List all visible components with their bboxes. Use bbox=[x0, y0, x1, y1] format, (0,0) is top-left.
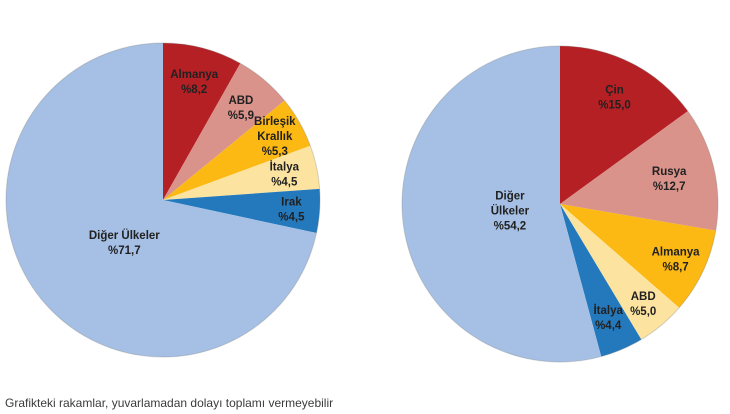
slice-label-1-3: ABD %5,0 bbox=[630, 291, 656, 318]
pie-slice-1-3 bbox=[560, 204, 680, 340]
pie-slice-0-0 bbox=[163, 43, 241, 200]
slice-label-1-2: Almanya %8,7 bbox=[652, 246, 701, 273]
pie-slice-1-1 bbox=[560, 111, 718, 231]
pie-slice-1-0 bbox=[560, 46, 688, 204]
pie-slice-0-5 bbox=[5, 43, 317, 357]
pie-slice-0-2 bbox=[163, 100, 311, 200]
pie-slice-1-5 bbox=[401, 46, 602, 362]
slice-label-1-0: Çin %15,0 bbox=[598, 85, 631, 112]
chart-footnote: Grafikteki rakamlar, yuvarlamadan dolayı… bbox=[5, 396, 334, 410]
slice-label-0-2: Birleşik Krallık %5,3 bbox=[254, 116, 296, 158]
pie-slice-1-4 bbox=[560, 204, 642, 357]
slice-label-1-5: Diğer Ülkeler %54,2 bbox=[491, 191, 530, 233]
slice-label-1-1: Rusya %12,7 bbox=[652, 166, 687, 193]
slice-label-1-4: İtalya %4,4 bbox=[593, 304, 623, 332]
pie-chart-right: Çin %15,0 Rusya %12,7 Almanya %8,7 ABD %5,0 İtal… bbox=[401, 45, 719, 363]
slice-label-0-5: Diğer Ülkeler %71,7 bbox=[89, 229, 160, 257]
slice-label-0-4: Irak %4,5 bbox=[278, 197, 305, 224]
slice-label-0-0: Almanya %8,2 bbox=[170, 69, 219, 96]
pie-outline-1 bbox=[401, 45, 719, 363]
pie-slice-0-1 bbox=[163, 63, 285, 201]
slice-label-0-3: İtalya %4,5 bbox=[270, 160, 300, 188]
pie-outline-0 bbox=[5, 42, 321, 358]
pie-slice-1-2 bbox=[560, 204, 716, 308]
pie-slice-0-4 bbox=[163, 188, 321, 234]
slice-label-0-1: ABD %5,9 bbox=[228, 95, 254, 122]
pie-slice-0-3 bbox=[163, 145, 320, 200]
